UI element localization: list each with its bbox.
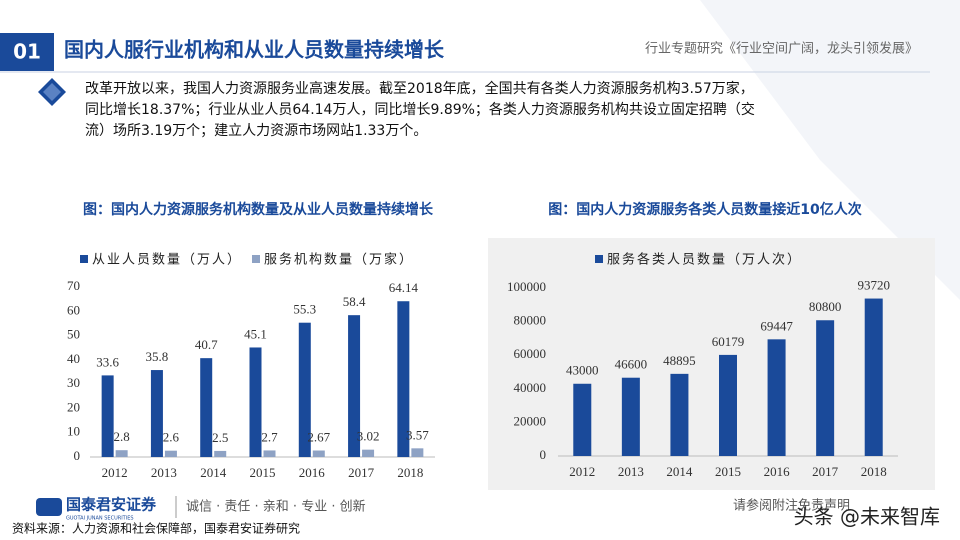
x-tick-label: 2012: [569, 464, 595, 479]
x-tick-label: 2015: [250, 465, 276, 480]
bar: [298, 322, 311, 457]
bar: [621, 377, 640, 456]
bar: [816, 320, 835, 456]
value-label: 43000: [566, 363, 599, 378]
value-label: 69447: [760, 318, 793, 333]
value-label: 3.02: [357, 429, 380, 444]
bar: [397, 301, 410, 457]
x-tick-label: 2012: [102, 465, 128, 480]
watermark: 头条 @未来智库: [794, 505, 940, 529]
body-line: 改革开放以来，我国人力资源服务业高速发展。截至2018年底，全国共有各类人力资源…: [85, 80, 754, 97]
bar: [214, 450, 227, 457]
y-tick-label: 40000: [514, 380, 547, 395]
bar: [164, 450, 177, 457]
bar: [362, 449, 375, 457]
y-tick-label: 0: [540, 447, 547, 462]
source: 资料来源：人力资源和社会保障部，国泰君安证券研究: [12, 521, 300, 536]
x-tick-label: 2018: [397, 465, 423, 480]
value-label: 48895: [663, 353, 696, 368]
x-tick-label: 2014: [666, 464, 693, 479]
y-tick-label: 60: [67, 302, 80, 317]
x-tick-label: 2014: [200, 465, 227, 480]
bar: [573, 383, 592, 456]
bar: [767, 339, 786, 456]
y-tick-label: 0: [74, 448, 81, 463]
legend-swatch: [80, 255, 88, 263]
bullet-icon-inner: [43, 83, 61, 101]
section-badge: [0, 33, 54, 71]
x-tick-label: 2013: [618, 464, 644, 479]
value-label: 93720: [857, 278, 890, 293]
value-label: 46600: [615, 357, 648, 372]
legend-swatch: [252, 255, 260, 263]
value-label: 80800: [809, 299, 842, 314]
value-label: 33.6: [96, 354, 119, 369]
value-label: 2.7: [261, 429, 278, 444]
bar: [411, 448, 424, 457]
x-tick-label: 2016: [299, 465, 326, 480]
bar: [115, 450, 128, 457]
bar: [864, 298, 883, 456]
background-shape: [700, 0, 960, 300]
bar: [719, 354, 737, 456]
y-tick-label: 70: [67, 278, 80, 293]
x-tick-label: 2015: [715, 464, 741, 479]
y-tick-label: 20000: [514, 413, 547, 428]
value-label: 45.1: [244, 326, 267, 341]
x-tick-label: 2017: [348, 465, 375, 480]
value-label: 3.57: [406, 427, 429, 442]
bar: [101, 375, 114, 457]
chart-title: 图：国内人力资源服务各类人员数量接近10亿人次: [548, 201, 861, 218]
value-label: 2.5: [212, 430, 228, 445]
x-tick-label: 2017: [812, 464, 839, 479]
chart-title: 图：国内人力资源服务机构数量及从业人员数量持续增长: [83, 201, 434, 218]
body-line: 流）场所3.19万个；建立人力资源市场网站1.33万个。: [85, 122, 427, 139]
value-label: 55.3: [293, 302, 316, 317]
legend-label: 服务机构数量（万家）: [264, 252, 414, 268]
company-name: 国泰君安证券: [66, 496, 157, 514]
value-label: 2.6: [163, 430, 180, 445]
bar: [348, 315, 361, 457]
bar: [249, 347, 262, 457]
slide-title: 国内人服行业机构和从业人员数量持续增长: [64, 38, 445, 62]
legend-label: 服务各类人员数量（万人次）: [607, 252, 802, 268]
y-tick-label: 80000: [514, 313, 547, 328]
value-label: 58.4: [343, 294, 366, 309]
bar: [670, 373, 689, 456]
value-label: 2.67: [307, 430, 330, 445]
section-number: 01: [13, 40, 41, 64]
legend-swatch: [595, 255, 603, 263]
y-tick-label: 50: [67, 327, 80, 342]
legend-label: 从业人员数量（万人）: [92, 253, 242, 268]
slogan: 诚信 · 责任 · 亲和 · 专业 · 创新: [186, 499, 366, 515]
value-label: 35.8: [146, 349, 169, 364]
company-name-en: GUOTAI JUNAN SECURITIES: [66, 516, 134, 522]
value-label: 64.14: [389, 280, 419, 295]
bar: [200, 358, 213, 457]
y-tick-label: 100000: [507, 279, 546, 294]
bar: [312, 450, 325, 457]
value-label: 2.8: [114, 429, 130, 444]
y-tick-label: 10: [67, 424, 80, 439]
logo-mark: [36, 498, 62, 516]
body-line: 同比增长18.37%；行业从业人员64.14万人，同比增长9.89%；各类人力资…: [85, 101, 755, 118]
chart-panel: [488, 238, 935, 490]
y-tick-label: 30: [67, 375, 80, 390]
value-label: 60179: [712, 334, 745, 349]
bar: [263, 450, 276, 457]
y-tick-label: 20: [67, 399, 80, 414]
x-tick-label: 2013: [151, 465, 177, 480]
report-title: 行业专题研究《行业空间广阔，龙头引领发展》: [645, 41, 918, 57]
x-tick-label: 2016: [764, 464, 791, 479]
bar: [150, 370, 163, 457]
y-tick-label: 60000: [514, 346, 547, 361]
disclaimer: 请参阅附注免责声明: [733, 498, 850, 514]
y-tick-label: 40: [67, 351, 80, 366]
value-label: 40.7: [195, 337, 218, 352]
x-tick-label: 2018: [861, 464, 887, 479]
